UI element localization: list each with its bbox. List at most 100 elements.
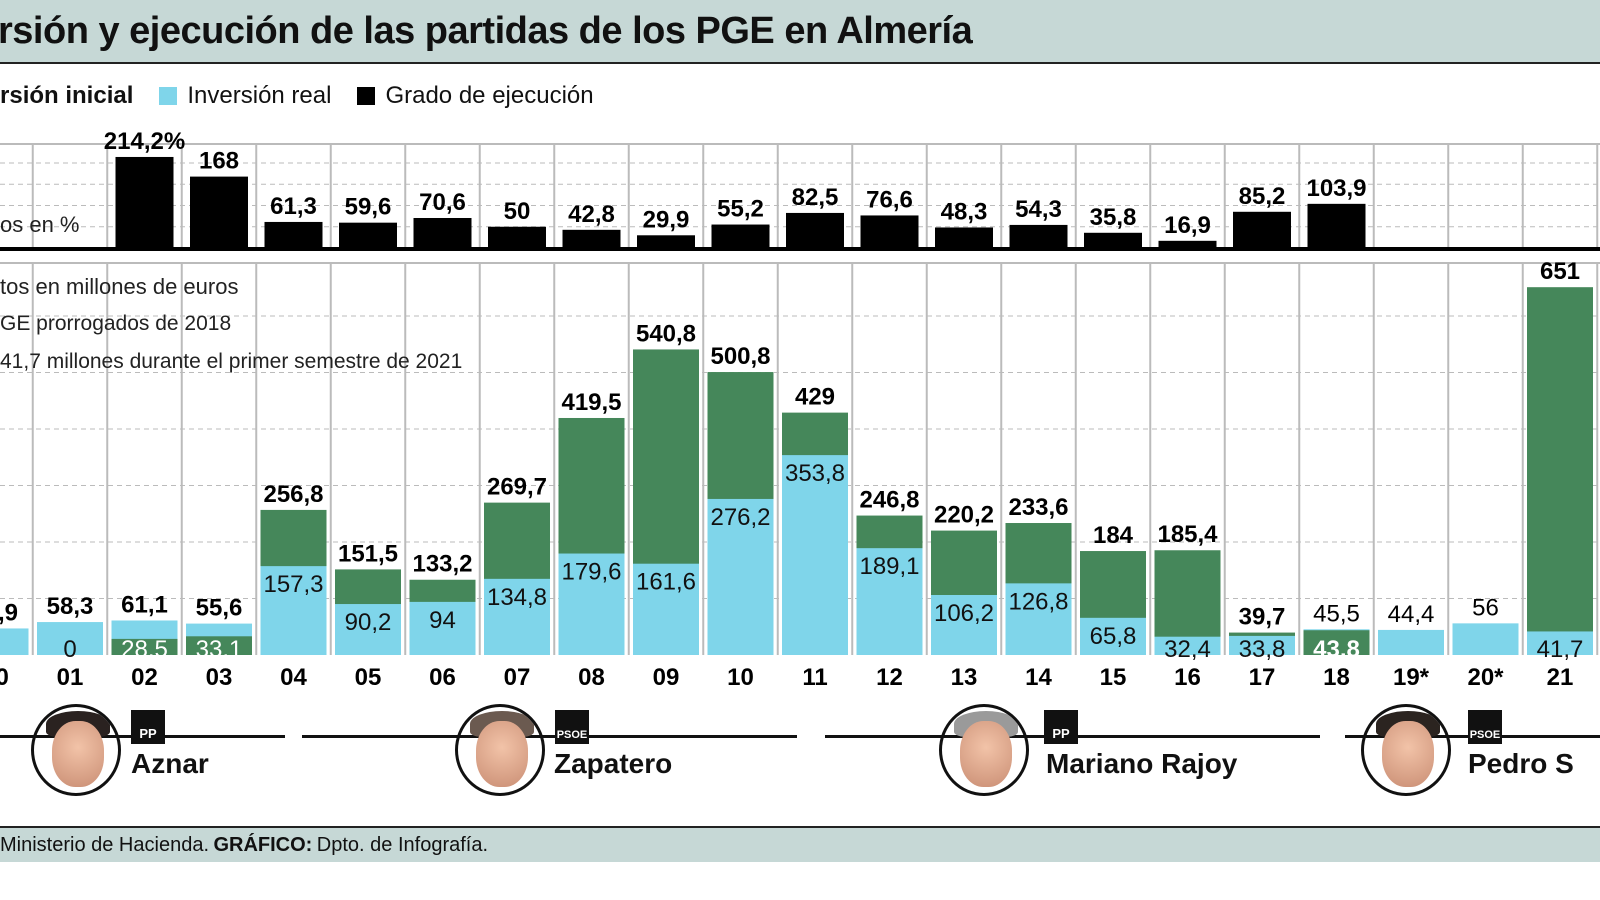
year-label: 21: [1547, 664, 1574, 691]
amount-inner-label: 157,3: [263, 571, 323, 598]
amount-inner-label: 276,2: [710, 504, 770, 531]
amount-inner-label: 33,8: [1239, 636, 1286, 663]
amount-inner-label: 43,8: [1313, 636, 1360, 663]
year-label: 11: [802, 664, 827, 691]
real-bar: [1080, 617, 1146, 655]
grado-bar: [1307, 203, 1366, 248]
grado-label: 16,9: [1164, 212, 1211, 239]
year-label: 14: [1025, 664, 1052, 691]
amount-top-label: 56: [1472, 594, 1499, 621]
amount-inner-label: 134,8: [487, 584, 547, 611]
amount-top-label: 133,2: [412, 551, 472, 578]
year-label: 07: [504, 664, 531, 691]
amount-inner-label: 189,1: [859, 553, 919, 580]
term-line-zapatero: [302, 735, 797, 738]
credit: Dpto. de Infografía.: [316, 834, 489, 856]
grado-bar: [786, 212, 844, 248]
grado-label: 61,3: [270, 193, 317, 220]
grado-label: 70,6: [419, 189, 466, 216]
year-label: 09: [653, 664, 680, 691]
legend: rsión inicial Inversión real Grado de ej…: [0, 82, 594, 110]
amount-top-label: 58,3: [47, 593, 94, 620]
amount-inner-label: 179,6: [561, 559, 621, 586]
amount-top-label: 185,4: [1157, 521, 1218, 548]
amount-inner-label: 94: [429, 607, 456, 634]
amount-top-label: 233,6: [1008, 494, 1068, 521]
president-photo-sanchez: [1361, 704, 1451, 796]
president-name: Zapatero: [554, 748, 673, 779]
amount-inner-label: 41,7: [1537, 636, 1584, 663]
real-bar: [0, 628, 29, 655]
amount-inner-label: 161,6: [636, 569, 696, 596]
grado-label: 76,6: [866, 186, 913, 213]
year-label: 04: [280, 664, 307, 691]
amount-inner-label: 126,8: [1008, 588, 1068, 615]
amount-top-label: 246,8: [859, 487, 919, 514]
grado-label: 82,5: [792, 184, 839, 211]
grado-bar: [1084, 232, 1142, 248]
grado-label: 54,3: [1015, 196, 1062, 223]
amount-top-label: 500,8: [710, 343, 770, 370]
grado-bar: [413, 217, 472, 248]
real-bar: [856, 548, 923, 655]
real-bar: [484, 578, 550, 655]
grado-label: 55,2: [717, 196, 764, 223]
amount-top-label: 44,4: [1388, 601, 1435, 628]
amount-unit-label: tos en millones de euros: [0, 274, 239, 299]
amount-top-label: 184: [1093, 522, 1134, 549]
grado-label: 35,8: [1090, 204, 1137, 231]
grado-label: 168: [199, 148, 239, 175]
president-photo-zapatero: [455, 704, 545, 796]
amount-top-label: 151,5: [338, 540, 398, 567]
grado-label: 50: [504, 198, 531, 225]
year-label: 10: [727, 664, 754, 691]
president-photo-rajoy: [939, 704, 1029, 796]
psoe-logo-icon: PSOE: [555, 710, 589, 744]
grado-bar: [1233, 211, 1291, 248]
president-name: Mariano Rajoy: [1046, 748, 1238, 779]
legend-grado-swatch: [357, 87, 376, 105]
year-label: 15: [1100, 664, 1127, 691]
pp-logo-icon: PP: [1044, 710, 1078, 744]
year-label: 08: [578, 664, 605, 691]
amount-top-label: 540,8: [636, 320, 696, 347]
amount-top-label: 220,2: [934, 502, 994, 529]
grado-bar: [637, 235, 695, 248]
grado-bar: [935, 227, 993, 248]
grado-label: 214,2%: [104, 128, 185, 155]
real-bar: [1452, 623, 1519, 655]
grado-label: 103,9: [1306, 175, 1366, 202]
real-bar: [1378, 629, 1444, 655]
amount-top-label: 45,5: [1313, 600, 1360, 627]
real-bar: [1527, 631, 1593, 655]
real-bar: [1005, 583, 1072, 655]
year-label: 06: [429, 664, 456, 691]
note-1: GE prorrogados de 2018: [0, 312, 232, 335]
psoe-logo-icon: PSOE: [1468, 710, 1502, 744]
grado-bar: [1158, 240, 1217, 248]
grado-bar: [339, 222, 397, 248]
president-name: Aznar: [131, 748, 209, 779]
year-label: 17: [1249, 664, 1276, 691]
initial-bar: [1527, 287, 1593, 655]
president-photo-aznar: [31, 704, 121, 796]
amount-top-label: 419,5: [561, 389, 621, 416]
amount-inner-label: 353,8: [785, 460, 845, 487]
amount-inner-label: 28,5: [121, 636, 168, 663]
amount-top-label: 429: [795, 384, 835, 411]
amount-top-label: ,9: [0, 599, 18, 626]
amount-inner-label: 65,8: [1090, 623, 1137, 650]
legend-grado: Grado de ejecución: [385, 82, 594, 109]
grado-label: 59,6: [345, 194, 392, 221]
real-bar: [558, 553, 625, 655]
year-label: 05: [355, 664, 382, 691]
legend-real-swatch: [159, 87, 178, 105]
real-bar: [707, 498, 774, 655]
amount-top-label: 269,7: [487, 474, 547, 501]
source: Ministerio de Hacienda.: [0, 834, 209, 856]
year-label: 18: [1323, 664, 1350, 691]
grado-label: 29,9: [643, 206, 690, 233]
grado-bar: [264, 221, 323, 248]
year-label: 16: [1174, 664, 1201, 691]
amount-top-label: 55,6: [196, 595, 243, 622]
